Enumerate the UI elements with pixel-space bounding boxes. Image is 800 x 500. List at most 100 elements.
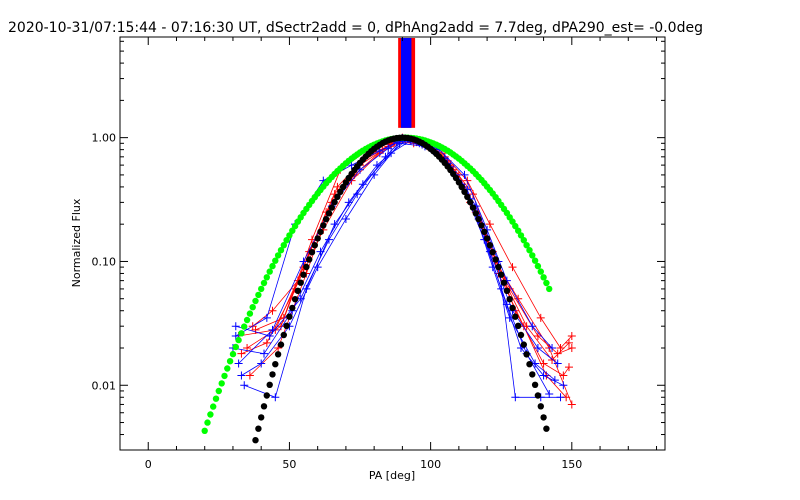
black-model-point: [280, 331, 287, 339]
black-model-point: [283, 322, 290, 329]
green-model-point: [266, 268, 273, 275]
blue-3-point: [550, 376, 559, 385]
green-model-point: [537, 268, 544, 275]
green-model-point: [229, 350, 237, 358]
green-model-point: [529, 252, 536, 259]
blue-2-line: [232, 140, 564, 386]
black-model-point: [277, 341, 285, 348]
blue-4-point: [330, 220, 339, 229]
green-model-point: [280, 242, 287, 249]
green-model-point: [218, 380, 225, 387]
black-model-point: [272, 361, 279, 368]
green-model-point: [540, 274, 547, 281]
red-3-point: [567, 331, 576, 340]
black-model-point: [274, 351, 282, 358]
red-3-point: [268, 306, 277, 315]
blue-6-line: [241, 142, 561, 398]
red-2-point: [564, 363, 573, 372]
plot-frame: [119, 36, 666, 451]
green-model-point: [235, 336, 242, 344]
blue-2-point: [260, 349, 269, 358]
black-model-point: [509, 304, 516, 312]
blue-5-point: [528, 322, 537, 331]
red-6-point: [468, 190, 477, 199]
blue-6-point: [237, 371, 246, 380]
black-model-point: [515, 322, 522, 329]
red-3-point: [536, 313, 545, 322]
red-5-line: [255, 141, 570, 361]
green-model-point: [255, 291, 262, 299]
black-model-point: [300, 271, 307, 278]
blue-2-point: [539, 371, 548, 380]
blue-4-point: [302, 284, 311, 293]
black-model-point: [498, 271, 505, 278]
green-model-point: [272, 257, 279, 264]
blue-4-point: [387, 149, 396, 158]
blue-1-point: [553, 359, 562, 368]
blue-bar: [400, 38, 412, 128]
black-model-point: [467, 198, 474, 206]
x-tick-label: 0: [145, 458, 152, 471]
blue-5-point: [548, 343, 557, 352]
red-3-point: [508, 263, 517, 272]
black-model-point: [263, 392, 270, 399]
black-model-point: [303, 263, 310, 271]
red-2-line: [246, 138, 570, 377]
black-model-point: [258, 414, 265, 421]
red-1-point: [553, 349, 562, 358]
black-model-point: [523, 351, 530, 358]
black-model-point: [331, 198, 338, 206]
green-model-point: [512, 222, 519, 230]
blue-4-point: [271, 393, 280, 402]
black-model-point: [294, 287, 302, 294]
green-model-point: [515, 227, 522, 234]
green-model-point: [286, 232, 293, 239]
red-1-point: [533, 331, 542, 340]
green-model-point: [258, 285, 265, 293]
green-model-point: [246, 310, 254, 317]
blue-6-point: [341, 215, 350, 224]
black-model-point: [512, 313, 519, 320]
blue-3-line: [238, 137, 556, 381]
black-model-point: [252, 437, 259, 444]
black-model-point: [297, 279, 304, 286]
red-6-point: [245, 371, 254, 380]
y-axis-label: Normalized Flux: [70, 198, 83, 287]
black-model-point: [334, 193, 341, 200]
blue-1-line: [235, 138, 558, 364]
green-model-point: [274, 252, 282, 259]
blue-1-point: [265, 331, 274, 340]
blue-5-point: [262, 313, 271, 322]
red-6-point: [567, 400, 576, 409]
red-5-point: [548, 355, 557, 364]
black-model-point: [289, 304, 296, 312]
black-model-point: [489, 249, 496, 256]
blue-4-point: [545, 390, 554, 399]
black-model-point: [291, 296, 299, 303]
green-model-point: [204, 419, 211, 426]
red-3-point: [485, 220, 494, 229]
data-layer: [201, 38, 576, 444]
black-model-point: [455, 179, 463, 186]
green-model-point: [531, 257, 539, 264]
black-model-point: [266, 381, 273, 388]
red-5-point: [251, 325, 260, 334]
green-model-point: [523, 242, 530, 249]
x-axis-label: PA [deg]: [369, 469, 415, 482]
green-model-point: [534, 262, 542, 270]
black-model-point: [325, 210, 333, 217]
black-model-point: [458, 183, 465, 191]
red-6-line: [249, 138, 573, 405]
green-model-point: [207, 411, 214, 418]
blue-6-point: [511, 393, 520, 402]
blue-2-point: [559, 381, 568, 390]
x-tick-label: 100: [420, 458, 441, 471]
x-tick-label: 150: [561, 458, 582, 471]
axes-layer: 0 50 100 150 0.01 0.10 1.00: [92, 37, 665, 471]
blue-1-point: [231, 322, 240, 331]
green-model-point: [260, 279, 268, 287]
red-5-point: [564, 338, 573, 347]
black-model-point: [320, 222, 327, 229]
red-4-point: [262, 338, 271, 347]
